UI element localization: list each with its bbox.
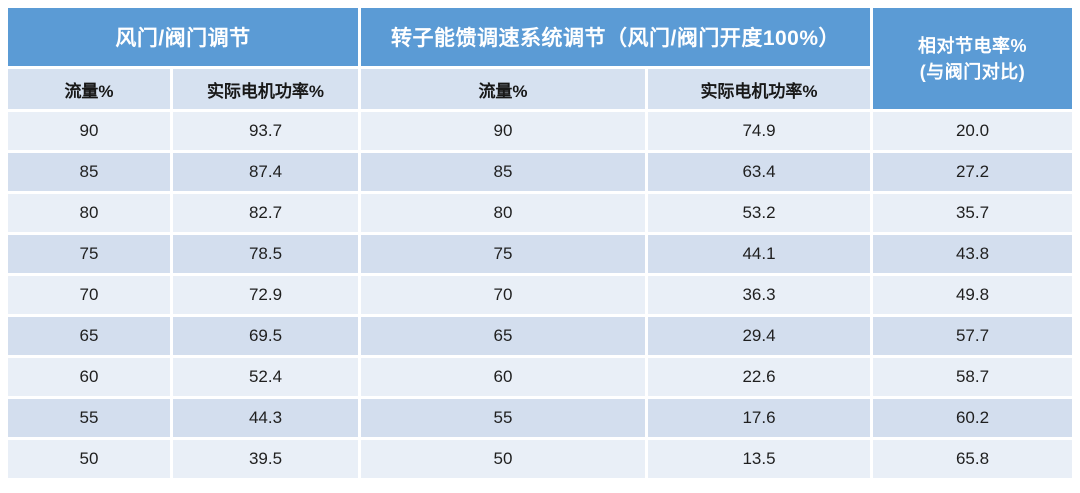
table-row: 65 69.5 65 29.4 57.7 [8,317,1073,355]
table-cell: 87.4 [173,153,358,191]
table-cell: 27.2 [873,153,1073,191]
table-cell: 70 [361,276,645,314]
table-cell: 65 [8,317,170,355]
power-comparison-table: 风门/阀门调节 转子能馈调速系统调节（风门/阀门开度100%） 相对节电率% (… [5,5,1075,481]
table-cell: 44.1 [648,235,871,273]
table-cell: 20.0 [873,112,1073,150]
table-row: 60 52.4 60 22.6 58.7 [8,358,1073,396]
table-cell: 17.6 [648,399,871,437]
subheader-motor-power-2: 实际电机功率% [648,69,871,109]
subheader-flow-2: 流量% [361,69,645,109]
table-cell: 72.9 [173,276,358,314]
table-row: 80 82.7 80 53.2 35.7 [8,194,1073,232]
table-row: 70 72.9 70 36.3 49.8 [8,276,1073,314]
table-cell: 80 [361,194,645,232]
table-cell: 36.3 [648,276,871,314]
table-cell: 90 [361,112,645,150]
table-cell: 52.4 [173,358,358,396]
table-cell: 29.4 [648,317,871,355]
header-damper-valve-adjustment: 风门/阀门调节 [8,8,358,66]
header-relative-saving-rate: 相对节电率% (与阀门对比) [873,8,1073,109]
table-row: 50 39.5 50 13.5 65.8 [8,440,1073,478]
table-cell: 43.8 [873,235,1073,273]
table-cell: 58.7 [873,358,1073,396]
table-cell: 55 [8,399,170,437]
table-cell: 60 [361,358,645,396]
table-cell: 60 [8,358,170,396]
table-cell: 35.7 [873,194,1073,232]
table-cell: 75 [361,235,645,273]
table-cell: 85 [361,153,645,191]
table-cell: 50 [8,440,170,478]
table-cell: 82.7 [173,194,358,232]
table-cell: 90 [8,112,170,150]
table-cell: 75 [8,235,170,273]
table-row: 90 93.7 90 74.9 20.0 [8,112,1073,150]
table-cell: 85 [8,153,170,191]
table-cell: 78.5 [173,235,358,273]
table-cell: 22.6 [648,358,871,396]
subheader-motor-power-1: 实际电机功率% [173,69,358,109]
header-relative-saving-rate-line1: 相对节电率% [918,35,1028,56]
table-cell: 44.3 [173,399,358,437]
table-cell: 53.2 [648,194,871,232]
table-row: 75 78.5 75 44.1 43.8 [8,235,1073,273]
table-cell: 39.5 [173,440,358,478]
table-cell: 80 [8,194,170,232]
table-cell: 74.9 [648,112,871,150]
table-cell: 49.8 [873,276,1073,314]
table-cell: 57.7 [873,317,1073,355]
sub-header-row: 流量% 实际电机功率% 流量% 实际电机功率% [8,69,1072,109]
table-cell: 60.2 [873,399,1073,437]
table-cell: 70 [8,276,170,314]
table-cell: 55 [361,399,645,437]
header-relative-saving-rate-line2: (与阀门对比) [919,61,1026,82]
table-cell: 69.5 [173,317,358,355]
subheader-flow-1: 流量% [8,69,170,109]
table-row: 85 87.4 85 63.4 27.2 [8,153,1073,191]
table-row: 55 44.3 55 17.6 60.2 [8,399,1073,437]
table-cell: 63.4 [648,153,871,191]
table-cell: 50 [361,440,645,478]
table-cell: 13.5 [648,440,871,478]
table-cell: 93.7 [173,112,358,150]
header-rotor-feedback-system: 转子能馈调速系统调节（风门/阀门开度100%） [361,8,871,66]
header-group-row: 风门/阀门调节 转子能馈调速系统调节（风门/阀门开度100%） 相对节电率% (… [8,8,1073,109]
table-cell: 65.8 [873,440,1073,478]
table-cell: 65 [361,317,645,355]
